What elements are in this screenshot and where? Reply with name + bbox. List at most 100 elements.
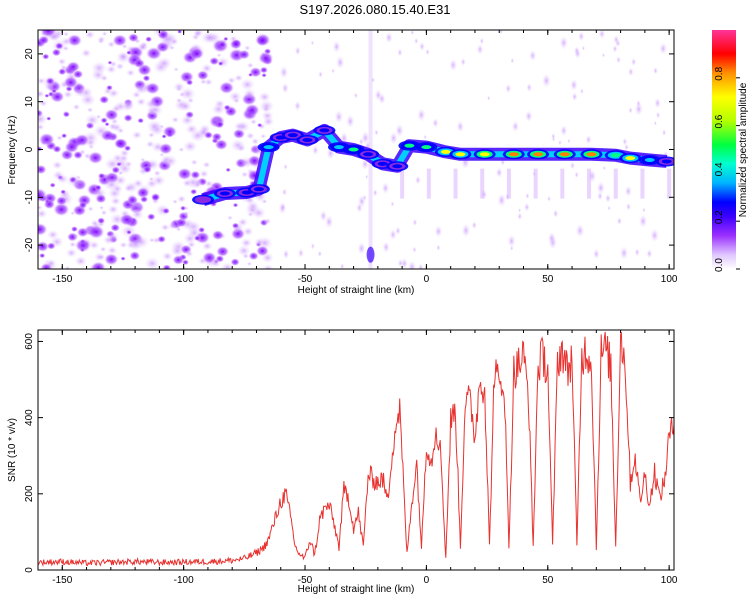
noise-blob bbox=[456, 120, 465, 133]
noise-blob bbox=[571, 92, 578, 102]
noise-blob bbox=[283, 163, 288, 171]
ridge-node bbox=[586, 152, 597, 157]
noise-blob bbox=[612, 44, 618, 53]
noise-blob bbox=[182, 210, 190, 217]
colorbar-tick-label: 0.2 bbox=[714, 210, 725, 224]
noise-blob bbox=[225, 167, 231, 173]
noise-blob bbox=[111, 104, 122, 113]
noise-blob bbox=[547, 195, 551, 202]
noise-blob bbox=[60, 36, 72, 47]
noise-blob bbox=[372, 188, 378, 197]
noise-blob bbox=[471, 221, 477, 230]
spectrogram-ytick-label: 20 bbox=[24, 48, 35, 60]
noise-blob bbox=[101, 31, 108, 37]
spectrogram-xtick-label: -150 bbox=[52, 274, 72, 285]
noise-blob bbox=[624, 143, 629, 151]
noise-blob bbox=[227, 215, 233, 221]
noise-blob bbox=[258, 91, 271, 103]
noise-blob bbox=[100, 117, 108, 124]
snr-xlabel: Height of straight line (km) bbox=[298, 584, 415, 595]
noise-blob bbox=[511, 120, 520, 133]
noise-blob bbox=[74, 238, 92, 253]
spectrogram-noise-field bbox=[38, 30, 672, 269]
noise-blob bbox=[112, 34, 128, 47]
noise-blob bbox=[262, 105, 270, 113]
noise-blob bbox=[476, 43, 484, 56]
noise-blob bbox=[131, 130, 143, 140]
noise-blob bbox=[381, 182, 390, 195]
noise-blob bbox=[176, 86, 182, 92]
noise-blob bbox=[169, 37, 179, 46]
noise-blob bbox=[486, 95, 491, 101]
colorbar: 0.0 0.2 0.4 0.6 0.8 Normalized spectral ampl… bbox=[712, 30, 749, 272]
noise-blob bbox=[242, 253, 250, 260]
noise-blob bbox=[57, 68, 67, 76]
noise-blob bbox=[324, 214, 334, 229]
snr-xtick-label: 50 bbox=[542, 575, 554, 586]
snr-ytick-label: 400 bbox=[24, 409, 35, 426]
noise-blob bbox=[38, 164, 47, 175]
noise-blob bbox=[143, 165, 152, 174]
noise-blob bbox=[87, 225, 105, 239]
noise-blob bbox=[217, 61, 224, 66]
noise-blob bbox=[201, 241, 213, 251]
ridge-node bbox=[219, 191, 230, 196]
noise-blob bbox=[99, 95, 110, 104]
noise-blob bbox=[605, 193, 611, 203]
noise-blob bbox=[204, 33, 217, 43]
noise-blob bbox=[460, 57, 466, 67]
noise-blob bbox=[104, 253, 119, 266]
noise-blob bbox=[634, 102, 644, 116]
noise-blob bbox=[97, 35, 106, 44]
ridge-node bbox=[625, 156, 636, 161]
noise-blob bbox=[42, 53, 50, 60]
noise-blob bbox=[261, 73, 267, 78]
noise-blob bbox=[628, 106, 633, 114]
noise-blob bbox=[118, 52, 129, 61]
noise-blob bbox=[84, 113, 101, 127]
noise-blob bbox=[190, 188, 198, 195]
noise-blob bbox=[137, 42, 149, 52]
noise-blob bbox=[624, 185, 632, 197]
noise-blob bbox=[616, 56, 621, 64]
noise-blob bbox=[227, 76, 237, 85]
noise-blob bbox=[156, 56, 173, 70]
snr-xtick-label: 100 bbox=[661, 575, 678, 586]
noise-blob bbox=[126, 195, 139, 205]
noise-streak bbox=[667, 168, 672, 199]
ridge-node bbox=[263, 145, 274, 150]
noise-blob bbox=[62, 45, 70, 52]
colorbar-ramp bbox=[712, 30, 736, 269]
noise-blob bbox=[419, 41, 425, 52]
noise-streak bbox=[400, 168, 405, 199]
noise-blob bbox=[46, 116, 52, 121]
noise-blob bbox=[202, 161, 211, 169]
noise-blob bbox=[38, 77, 46, 85]
ridge-node bbox=[377, 161, 388, 166]
ridge-node bbox=[319, 128, 330, 133]
noise-blob bbox=[650, 228, 660, 243]
noise-blob bbox=[365, 174, 369, 180]
noise-blob bbox=[541, 73, 551, 88]
noise-blob bbox=[38, 208, 48, 219]
noise-blob bbox=[585, 134, 592, 145]
noise-blob bbox=[390, 201, 395, 208]
spectrogram-ytick-label: -10 bbox=[24, 190, 35, 205]
noise-blob bbox=[461, 223, 471, 238]
noise-blob bbox=[616, 216, 623, 226]
noise-blob bbox=[294, 46, 301, 56]
noise-blob bbox=[213, 118, 220, 123]
noise-blob bbox=[395, 226, 401, 236]
noise-blob bbox=[88, 240, 100, 250]
noise-blob bbox=[319, 210, 327, 222]
noise-blob bbox=[124, 184, 133, 192]
noise-blob bbox=[242, 226, 254, 237]
noise-blob bbox=[278, 201, 287, 215]
noise-blob bbox=[192, 30, 202, 38]
ridge-node bbox=[610, 153, 621, 158]
noise-blob bbox=[235, 120, 251, 133]
noise-blob bbox=[262, 264, 274, 269]
noise-blob bbox=[167, 221, 178, 230]
spectrogram-ylabel: Frequency (Hz) bbox=[7, 116, 18, 185]
noise-blob bbox=[517, 212, 523, 221]
